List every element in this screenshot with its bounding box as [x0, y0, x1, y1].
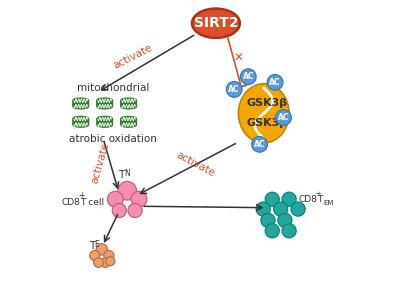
- Circle shape: [291, 202, 305, 216]
- Text: GSK3β: GSK3β: [246, 98, 287, 108]
- Text: GSK3β: GSK3β: [246, 118, 287, 128]
- Text: N: N: [124, 170, 129, 178]
- Text: EM: EM: [323, 200, 333, 207]
- Text: +: +: [315, 191, 321, 197]
- Circle shape: [106, 257, 115, 266]
- Text: +: +: [78, 191, 84, 200]
- Text: CD8: CD8: [299, 195, 318, 204]
- Circle shape: [90, 250, 100, 261]
- Circle shape: [104, 250, 114, 261]
- Polygon shape: [97, 98, 113, 109]
- Text: T cell: T cell: [80, 198, 104, 207]
- Circle shape: [131, 191, 147, 207]
- Text: T: T: [318, 195, 323, 204]
- Ellipse shape: [238, 84, 289, 143]
- Circle shape: [267, 74, 283, 90]
- Circle shape: [226, 82, 242, 97]
- Circle shape: [128, 203, 142, 218]
- Text: T: T: [119, 170, 125, 180]
- Text: AC: AC: [242, 72, 254, 81]
- Text: AC: AC: [269, 78, 281, 87]
- Circle shape: [282, 224, 296, 238]
- Polygon shape: [121, 98, 137, 109]
- Circle shape: [100, 258, 110, 267]
- Text: CD8: CD8: [61, 198, 80, 207]
- Circle shape: [112, 203, 126, 218]
- Text: atrobic oxidation: atrobic oxidation: [69, 134, 157, 144]
- Text: AC: AC: [278, 113, 289, 122]
- Ellipse shape: [192, 8, 240, 38]
- Circle shape: [282, 192, 296, 206]
- Circle shape: [261, 213, 275, 228]
- Polygon shape: [97, 116, 113, 127]
- Circle shape: [118, 181, 137, 200]
- Text: activate: activate: [175, 150, 217, 179]
- Text: T: T: [89, 241, 95, 251]
- Text: activate: activate: [112, 43, 154, 71]
- Circle shape: [256, 202, 270, 216]
- Text: AC: AC: [254, 140, 265, 149]
- Polygon shape: [73, 98, 89, 109]
- Polygon shape: [121, 116, 137, 127]
- Circle shape: [278, 213, 292, 228]
- Circle shape: [96, 244, 107, 255]
- Text: ✕: ✕: [234, 52, 243, 65]
- Polygon shape: [73, 116, 89, 127]
- Circle shape: [94, 258, 103, 267]
- Circle shape: [107, 191, 123, 207]
- Text: SIRT2: SIRT2: [193, 16, 238, 30]
- Text: AC: AC: [228, 85, 240, 94]
- Text: E: E: [95, 240, 100, 249]
- Circle shape: [252, 136, 267, 152]
- Text: activate: activate: [89, 141, 111, 184]
- Circle shape: [240, 69, 256, 85]
- Circle shape: [274, 202, 288, 216]
- Circle shape: [265, 192, 279, 206]
- Text: mitochondrial: mitochondrial: [77, 83, 149, 93]
- Circle shape: [265, 224, 279, 238]
- Circle shape: [275, 110, 291, 125]
